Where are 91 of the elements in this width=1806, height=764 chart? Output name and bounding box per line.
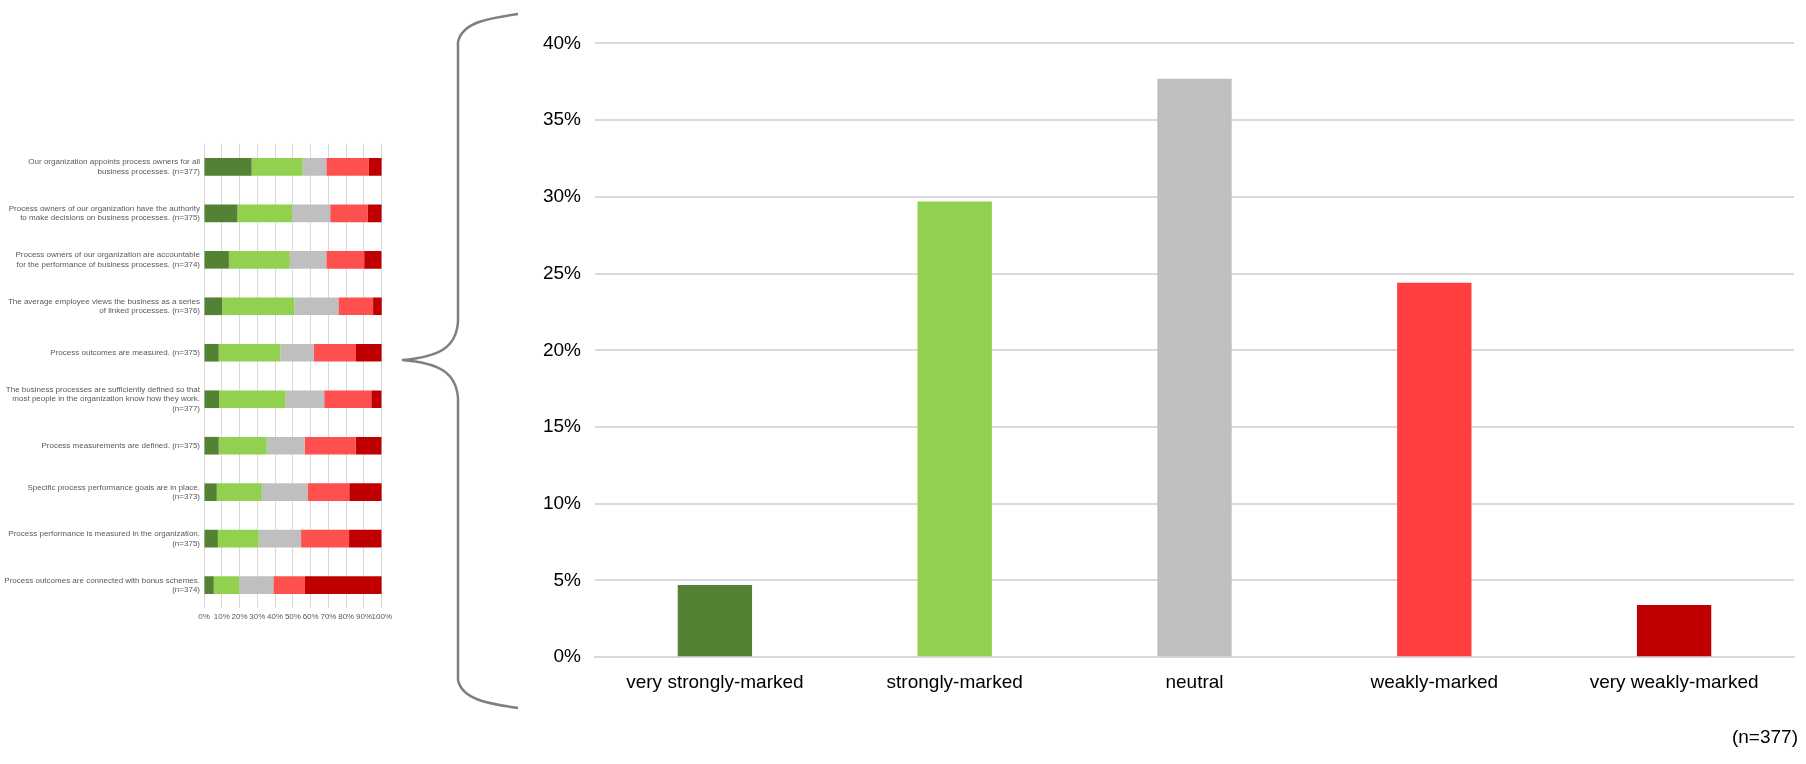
bar xyxy=(285,390,325,409)
y-tick-label: 0% xyxy=(553,645,582,667)
x-tick-label: neutral xyxy=(1165,670,1224,692)
bar xyxy=(1636,605,1712,657)
y-tick-label: 40% xyxy=(542,31,582,53)
bar xyxy=(204,158,252,176)
bar xyxy=(677,585,753,657)
bar xyxy=(204,204,238,223)
y-tick-label: 15% xyxy=(542,415,582,437)
bar xyxy=(373,297,382,316)
x-tick-label: 80% xyxy=(338,612,355,622)
bar xyxy=(367,204,382,223)
bar xyxy=(326,158,369,176)
y-tick-label: Specific process performance goals are in place. (n=373) xyxy=(27,482,201,502)
bar xyxy=(302,158,327,176)
x-tick-label: 40% xyxy=(267,612,284,622)
bar xyxy=(266,436,305,455)
bar xyxy=(204,576,214,594)
bar xyxy=(349,483,382,502)
x-tick-label: 0% xyxy=(198,612,210,622)
bar xyxy=(330,204,368,223)
bar xyxy=(349,529,382,548)
bar xyxy=(304,576,382,594)
bar xyxy=(204,436,219,455)
bar xyxy=(258,529,302,548)
bar xyxy=(324,390,372,409)
bar xyxy=(368,158,382,176)
bar xyxy=(228,250,290,269)
bar xyxy=(204,297,223,316)
x-tick-label: very strongly-marked xyxy=(626,670,804,692)
y-tick-label: The average employee views the business as a series of linked processes. (n=376) xyxy=(7,296,201,316)
x-tick-label: 10% xyxy=(213,612,230,622)
bar xyxy=(213,576,240,594)
bar xyxy=(273,576,305,594)
bar xyxy=(219,390,286,409)
x-tick-label: 30% xyxy=(249,612,266,622)
bar xyxy=(917,201,992,657)
bar xyxy=(371,390,382,409)
x-tick-label: 60% xyxy=(302,612,319,622)
y-tick-label: Process measurements are defined. (n=375) xyxy=(41,440,201,450)
x-tick-label: weakly-marked xyxy=(1369,670,1499,692)
x-tick-label: 70% xyxy=(320,612,337,622)
bar xyxy=(237,204,292,223)
y-tick-label: The business processes are sufficiently defined so that most people in the organization know how they work. (n=377) xyxy=(5,384,201,414)
bar xyxy=(204,529,218,548)
y-tick-label: 10% xyxy=(542,491,582,513)
y-tick-label: 5% xyxy=(553,568,582,590)
bar xyxy=(239,576,274,594)
x-tick-label: 100% xyxy=(371,612,392,622)
x-tick-label: strongly-marked xyxy=(886,670,1023,692)
bar xyxy=(204,390,220,409)
x-tick-label: very weakly-marked xyxy=(1589,670,1759,692)
bar xyxy=(294,297,339,316)
bar xyxy=(216,483,262,502)
bar xyxy=(204,483,217,502)
y-tick-label: Process outcomes are measured. (n=375) xyxy=(50,347,201,357)
bar xyxy=(222,297,295,316)
y-tick-label: 35% xyxy=(542,108,582,130)
bar xyxy=(218,436,267,455)
bar xyxy=(280,343,314,362)
bar xyxy=(1397,282,1472,657)
bar xyxy=(355,343,382,362)
y-tick-label: Process performance is measured in the organization. (n=375) xyxy=(8,529,201,548)
x-tick-label: 50% xyxy=(284,612,301,622)
bar xyxy=(261,483,308,502)
bar xyxy=(204,343,219,362)
bar xyxy=(301,529,350,548)
y-tick-label: Our organization appoints process owners for all business processes. (n=377) xyxy=(28,157,201,176)
y-tick-label: Process owners of our organization have the authority to make decisions on business processes. (n=375) xyxy=(8,203,201,223)
y-tick-label: 30% xyxy=(542,185,582,207)
x-tick-label: 20% xyxy=(231,612,248,622)
bar xyxy=(1157,78,1232,657)
y-tick-label: Process outcomes are connected with bonus schemes. (n=374) xyxy=(4,575,201,595)
bar xyxy=(355,436,382,455)
x-tick-label: 90% xyxy=(355,612,372,622)
y-tick-label: Process owners of our organization are accountable for the performance of business processes. (n=374) xyxy=(15,250,201,269)
bar xyxy=(217,529,259,548)
bar xyxy=(338,297,374,316)
bar xyxy=(289,250,327,269)
bar xyxy=(364,250,382,269)
bar xyxy=(313,343,356,362)
bar xyxy=(251,158,303,176)
text: (n=377) xyxy=(1731,726,1798,748)
bar xyxy=(304,436,356,455)
bar xyxy=(204,250,229,269)
y-tick-label: 20% xyxy=(542,338,582,360)
y-tick-label: 25% xyxy=(542,261,582,283)
bar xyxy=(292,204,331,223)
bar xyxy=(307,483,350,502)
bar xyxy=(218,343,281,362)
bar xyxy=(326,250,365,269)
